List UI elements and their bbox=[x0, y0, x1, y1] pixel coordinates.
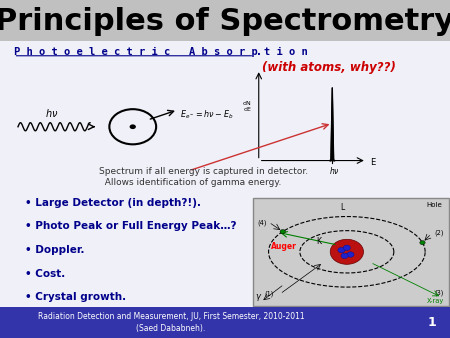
FancyBboxPatch shape bbox=[0, 0, 450, 41]
Text: (2): (2) bbox=[435, 229, 444, 236]
Circle shape bbox=[338, 247, 345, 253]
Text: Spectrum if all energy is captured in detector.: Spectrum if all energy is captured in de… bbox=[99, 167, 308, 176]
Text: K: K bbox=[316, 237, 321, 246]
Text: (1): (1) bbox=[264, 291, 274, 297]
Text: X-ray: X-ray bbox=[427, 298, 444, 304]
Text: (4): (4) bbox=[257, 220, 267, 226]
Circle shape bbox=[347, 252, 354, 257]
Text: Principles of Spectrometry: Principles of Spectrometry bbox=[0, 7, 450, 37]
Circle shape bbox=[341, 253, 348, 259]
Text: (with atoms, why??): (with atoms, why??) bbox=[261, 61, 396, 74]
FancyBboxPatch shape bbox=[0, 307, 450, 338]
Text: dN
dE: dN dE bbox=[243, 101, 252, 112]
Circle shape bbox=[343, 245, 351, 250]
Text: .: . bbox=[257, 47, 261, 57]
Text: 1: 1 bbox=[428, 316, 436, 329]
Text: $\gamma$: $\gamma$ bbox=[255, 292, 262, 303]
Text: Auger: Auger bbox=[271, 242, 297, 251]
Circle shape bbox=[330, 239, 364, 264]
Text: • Large Detector (in depth?!).: • Large Detector (in depth?!). bbox=[25, 198, 201, 208]
Text: E: E bbox=[370, 158, 375, 167]
Circle shape bbox=[280, 230, 285, 234]
Text: • Doppler.: • Doppler. bbox=[25, 245, 84, 255]
FancyBboxPatch shape bbox=[253, 198, 449, 306]
Text: $E_{e^-} = h\nu - E_b$: $E_{e^-} = h\nu - E_b$ bbox=[180, 109, 234, 121]
Circle shape bbox=[130, 124, 136, 129]
Text: P h o t o e l e c t r i c   A b s o r p t i o n: P h o t o e l e c t r i c A b s o r p t … bbox=[14, 47, 307, 57]
Text: $h\nu$: $h\nu$ bbox=[45, 107, 58, 119]
Text: Allows identification of gamma energy.: Allows identification of gamma energy. bbox=[99, 178, 281, 187]
Text: (3): (3) bbox=[435, 289, 444, 296]
Text: $h\nu$: $h\nu$ bbox=[329, 165, 340, 175]
Circle shape bbox=[420, 241, 425, 245]
Text: • Crystal growth.: • Crystal growth. bbox=[25, 292, 126, 303]
Text: • Photo Peak or Full Energy Peak…?: • Photo Peak or Full Energy Peak…? bbox=[25, 221, 236, 232]
Text: Hole: Hole bbox=[426, 202, 442, 208]
Polygon shape bbox=[329, 88, 335, 161]
Text: L: L bbox=[340, 203, 345, 212]
Text: • Cost.: • Cost. bbox=[25, 269, 65, 279]
Text: Radiation Detection and Measurement, JU, First Semester, 2010-2011
(Saed Dababne: Radiation Detection and Measurement, JU,… bbox=[38, 312, 304, 333]
